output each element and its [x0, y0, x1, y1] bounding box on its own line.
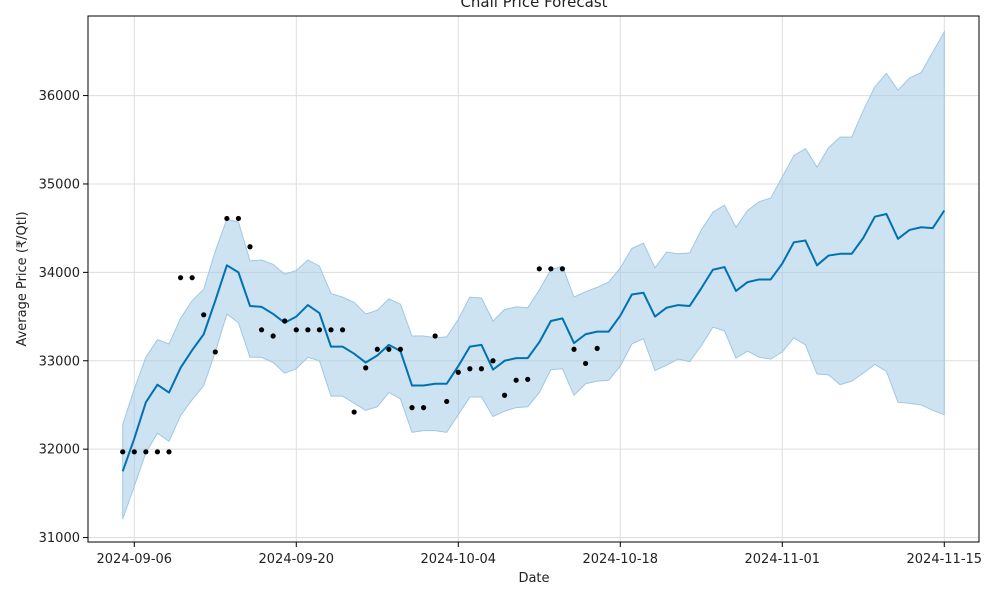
uncertainty-band-layer — [122, 30, 945, 520]
observed-point — [386, 346, 392, 352]
observed-point — [328, 327, 334, 333]
observed-point — [189, 275, 195, 281]
uncertainty-band — [122, 30, 945, 520]
observed-point — [548, 266, 554, 272]
observed-point — [490, 358, 496, 364]
y-tick-label: 36000 — [39, 89, 80, 104]
observed-point — [143, 449, 149, 455]
y-axis-ticks: 31000 32000 33000 34000 35000 36000 — [39, 89, 88, 546]
observed-point — [409, 405, 415, 411]
observed-point — [235, 215, 242, 222]
observed-point — [201, 312, 207, 318]
x-tick-label: 2024-09-06 — [97, 552, 173, 567]
observed-point — [513, 377, 519, 383]
observed-point — [224, 215, 230, 222]
observed-point — [177, 275, 184, 281]
observed-point — [131, 449, 137, 455]
observed-point — [582, 360, 589, 367]
observed-point — [270, 333, 276, 339]
observed-point — [166, 449, 172, 455]
observed-point — [374, 346, 380, 352]
observed-point — [536, 266, 542, 272]
observed-point — [455, 369, 461, 375]
x-tick-label: 2024-10-04 — [421, 552, 497, 567]
observed-point — [258, 327, 265, 333]
observed-point — [420, 405, 427, 411]
observed-point — [444, 398, 450, 405]
observed-point — [247, 244, 253, 250]
observed-point — [293, 327, 299, 333]
observed-point — [316, 327, 323, 333]
observed-point — [339, 327, 346, 333]
observed-points-layer — [120, 215, 600, 455]
y-axis-label: Average Price (₹/Qtl) — [15, 211, 30, 346]
observed-point — [594, 345, 600, 351]
forecast-line-layer — [121, 209, 946, 472]
x-tick-label: 2024-09-20 — [259, 552, 335, 567]
observed-point — [397, 346, 404, 352]
observed-point — [363, 365, 369, 371]
observed-point — [478, 366, 485, 372]
observed-point — [571, 346, 577, 352]
observed-point — [525, 376, 531, 382]
y-tick-label: 31000 — [39, 531, 80, 546]
x-tick-label: 2024-10-18 — [583, 552, 659, 567]
observed-point — [120, 449, 126, 455]
observed-point — [467, 366, 473, 372]
y-tick-label: 32000 — [39, 443, 80, 458]
observed-point — [305, 327, 311, 333]
x-tick-label: 2024-11-01 — [745, 552, 821, 567]
observed-point — [432, 333, 438, 339]
observed-point — [559, 266, 566, 272]
plot-frame — [87, 15, 980, 543]
observed-point — [212, 349, 218, 355]
observed-point — [154, 449, 161, 455]
observed-point — [351, 409, 357, 415]
observed-point — [501, 392, 508, 398]
y-tick-label: 34000 — [39, 266, 80, 281]
y-tick-label: 35000 — [39, 177, 80, 192]
y-tick-label: 33000 — [39, 354, 80, 369]
chart-title: Chali Price Forecast — [460, 0, 607, 11]
x-tick-label: 2024-11-15 — [907, 552, 983, 567]
x-axis-label: Date — [518, 571, 549, 586]
observed-point — [282, 318, 288, 324]
x-axis-ticks: 2024-09-06 2024-09-20 2024-10-04 2024-10-18… — [97, 542, 983, 567]
forecast-line — [121, 209, 946, 472]
